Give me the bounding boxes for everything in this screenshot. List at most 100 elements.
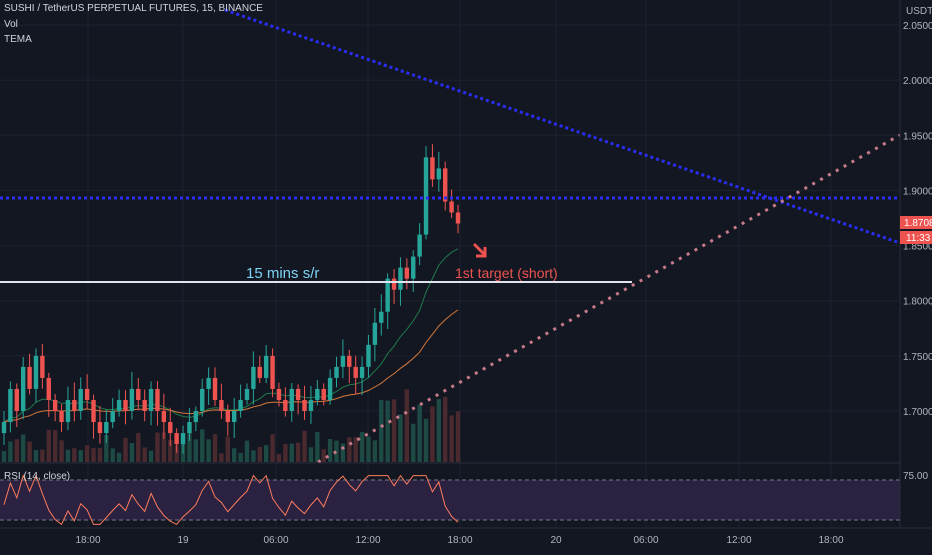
candle [65, 386, 71, 431]
volume-bar [283, 443, 288, 462]
candle [289, 383, 294, 422]
support-label[interactable]: 15 mins s/r [246, 265, 319, 282]
candle [372, 307, 378, 362]
candle [27, 353, 32, 395]
volume-bar [65, 449, 71, 462]
price-tick: 1.9500 [903, 131, 932, 142]
candle [366, 334, 371, 378]
arrow-down-right-icon[interactable] [472, 242, 487, 258]
volume-bar [366, 436, 371, 462]
candle [78, 377, 83, 420]
candle [116, 389, 122, 417]
volume-bar [347, 437, 352, 462]
candle [84, 374, 90, 410]
candle [193, 406, 199, 432]
candle [308, 386, 314, 424]
volume-bar [161, 432, 167, 462]
volume-bar [123, 437, 128, 462]
candle [283, 387, 288, 417]
candle [155, 380, 160, 426]
candle [174, 428, 179, 453]
time-tick: 18:00 [447, 535, 472, 546]
candle [315, 379, 320, 406]
candle [1, 411, 7, 445]
candle [59, 404, 64, 432]
trendlines [0, 8, 901, 464]
volume-bar [385, 400, 390, 462]
rsi-axis-tick: 75.00 [903, 471, 928, 482]
volume-bar [155, 432, 160, 462]
descending-trendline[interactable] [224, 8, 901, 245]
volume-bars [1, 389, 461, 462]
volume-bar [251, 450, 256, 462]
candle [347, 349, 352, 384]
time-tick: 19 [177, 535, 189, 546]
target-label[interactable]: 1st target (short) [455, 265, 558, 281]
candle [110, 397, 115, 429]
volume-bar [321, 449, 326, 462]
price-tick: 2.0500 [903, 21, 932, 32]
candle [430, 144, 435, 187]
price-tick: 1.7000 [903, 407, 932, 418]
candle [391, 269, 397, 305]
price-tick: 1.7500 [903, 352, 932, 363]
volume-bar [411, 423, 416, 462]
candle [148, 381, 154, 426]
candle [40, 344, 45, 389]
countdown-badge [900, 231, 932, 244]
volume-bar [398, 414, 403, 462]
volume-bar [404, 389, 410, 462]
volume-bar [40, 449, 45, 462]
candle [404, 258, 410, 290]
volume-bar [200, 429, 205, 462]
volume-bar [289, 443, 294, 462]
candle [129, 371, 135, 420]
time-tick: 18:00 [818, 535, 843, 546]
candle [200, 378, 205, 417]
volume-bar [174, 445, 179, 462]
volume-bar [59, 440, 64, 462]
volume-bar [14, 439, 19, 462]
volume-bar [257, 447, 262, 462]
volume-bar [27, 441, 32, 462]
volume-bar [334, 440, 339, 462]
volume-bar [110, 448, 115, 462]
price-axis[interactable]: 2.0500 2.0000 1.9500 1.9000 1.8500 1.8000 1.75… [903, 21, 932, 418]
volume-bar [142, 447, 147, 462]
price-tick: 1.8500 [903, 242, 932, 253]
candle [142, 389, 147, 422]
candle [46, 372, 51, 417]
symbol-title[interactable]: SUSHI / TetherUS PERPETUAL FUTURES, 15, … [4, 3, 263, 14]
volume-bar [391, 399, 397, 462]
volume-bar [72, 448, 77, 462]
countdown-value: 11:33 [906, 233, 931, 244]
candle [353, 355, 358, 395]
candle [91, 394, 96, 439]
time-tick: 20 [550, 535, 562, 546]
rsi-label[interactable]: RSI (14, close) [4, 471, 70, 482]
volume-bar [359, 431, 365, 462]
ascending-trendline[interactable] [317, 133, 901, 464]
candle [136, 377, 141, 411]
candle [449, 189, 454, 219]
volume-bar [168, 440, 173, 462]
candle [180, 425, 186, 454]
candle [340, 339, 346, 379]
time-tick: 06:00 [633, 535, 658, 546]
last-price-value: 1.8708 [904, 218, 932, 229]
volume-bar [423, 418, 429, 462]
volume-legend[interactable]: Vol [4, 19, 18, 30]
volume-bar [97, 448, 103, 462]
candle [251, 351, 256, 405]
candle [161, 393, 167, 439]
volume-bar [104, 435, 109, 462]
volume-bar [91, 448, 96, 462]
volume-bar [372, 440, 378, 462]
candle [8, 381, 13, 433]
candle [270, 348, 275, 398]
tema-legend[interactable]: TEMA [4, 34, 32, 45]
candle [206, 367, 211, 405]
time-axis[interactable]: 18:00 19 06:00 12:00 18:00 20 06:00 12:00 18:00 [75, 535, 843, 546]
